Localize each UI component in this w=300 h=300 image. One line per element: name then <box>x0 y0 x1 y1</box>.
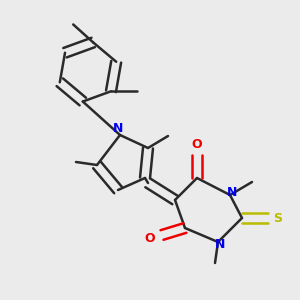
Text: N: N <box>215 238 225 251</box>
Text: O: O <box>145 232 155 244</box>
Text: N: N <box>113 122 123 134</box>
Text: O: O <box>192 139 202 152</box>
Text: S: S <box>274 212 283 224</box>
Text: N: N <box>227 185 237 199</box>
